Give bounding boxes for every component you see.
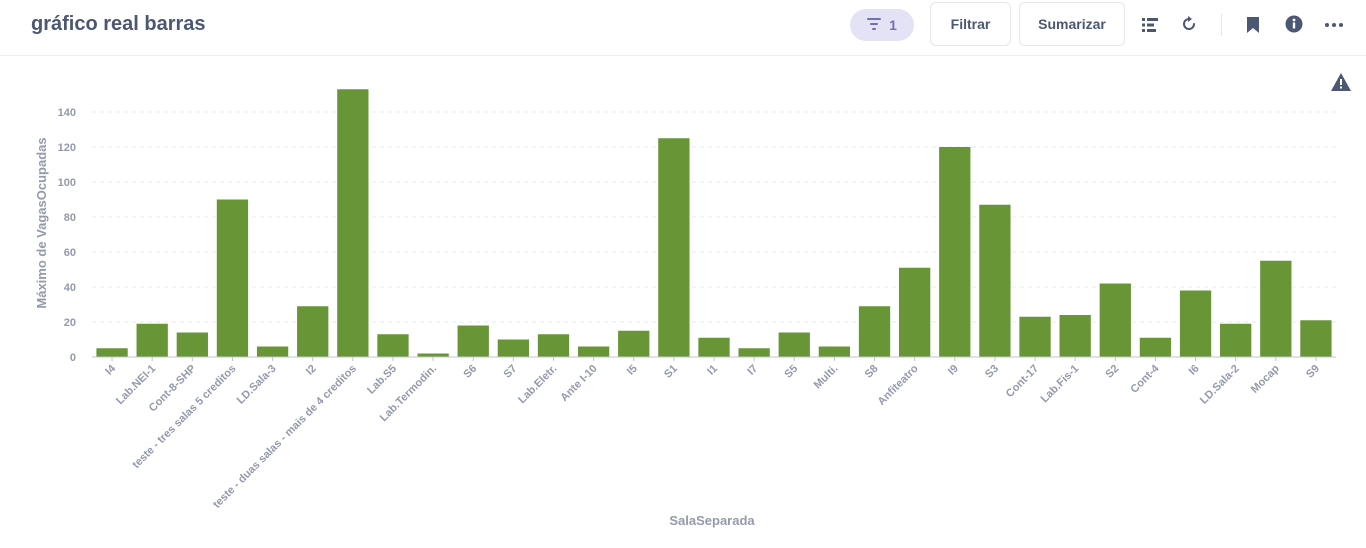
bar[interactable] (537, 334, 570, 357)
bar[interactable] (818, 346, 851, 358)
x-tick-label: I4 (103, 362, 119, 378)
toolbar-divider (1221, 14, 1222, 36)
x-tick-label: Multi. (812, 363, 841, 392)
bar[interactable] (1059, 315, 1091, 357)
bar[interactable] (778, 332, 810, 358)
x-tick-label: S3 (983, 363, 1001, 381)
x-tick-label: Cont-17 (1004, 363, 1041, 400)
x-tick-label: Anfiteatro (876, 362, 921, 407)
x-tick-label: I7 (745, 363, 760, 378)
bar[interactable] (337, 89, 369, 357)
bar[interactable] (216, 199, 249, 358)
bar[interactable] (1220, 323, 1252, 357)
x-tick-label: I5 (625, 363, 640, 378)
x-tick-label: LD.Sala-3 (235, 363, 279, 407)
bar[interactable] (256, 346, 289, 358)
x-tick-label: I2 (304, 363, 319, 378)
info-icon[interactable] (1284, 14, 1304, 34)
x-tick-label: Mocap (1249, 362, 1282, 395)
y-axis-label: Máximo de VagasOcupadas (34, 137, 49, 308)
bar[interactable] (738, 348, 770, 357)
bookmark-icon[interactable] (1243, 15, 1263, 35)
editor-icon[interactable] (1140, 15, 1160, 35)
y-tick-label: 80 (64, 212, 76, 224)
x-tick-label: I9 (946, 363, 961, 378)
y-tick-label: 60 (64, 247, 76, 259)
y-tick-label: 40 (64, 282, 76, 294)
x-tick-label: S8 (863, 363, 881, 381)
x-tick-label: Lab.Fis-1 (1039, 363, 1082, 406)
y-tick-label: 140 (58, 107, 76, 119)
bar[interactable] (1300, 320, 1332, 357)
x-tick-label: S9 (1304, 363, 1322, 381)
bar[interactable] (1019, 316, 1051, 357)
y-tick-label: 0 (70, 352, 76, 364)
refresh-icon[interactable] (1179, 14, 1199, 34)
filter-button[interactable]: Filtrar (930, 2, 1011, 46)
bar[interactable] (297, 306, 329, 357)
bar[interactable] (497, 339, 530, 358)
filter-count: 1 (889, 17, 897, 33)
bar[interactable] (577, 346, 610, 358)
x-tick-label: I6 (1187, 363, 1202, 378)
bar[interactable] (618, 330, 650, 357)
bar[interactable] (939, 147, 971, 357)
y-tick-label: 20 (64, 317, 76, 329)
x-tick-label: I1 (705, 363, 720, 378)
bar[interactable] (1099, 283, 1131, 358)
page-title: gráfico real barras (31, 13, 206, 35)
summarize-button[interactable]: Sumarizar (1019, 2, 1125, 46)
bar[interactable] (1139, 337, 1172, 357)
x-axis-label: SalaSeparada (669, 513, 755, 528)
x-tick-label: S2 (1103, 363, 1121, 381)
bar[interactable] (898, 267, 931, 357)
x-tick-label: Ante I-10 (558, 363, 599, 404)
bar[interactable] (858, 306, 891, 357)
bar[interactable] (1260, 260, 1292, 357)
x-tick-label: S6 (461, 363, 479, 381)
bar[interactable] (96, 348, 128, 357)
bar[interactable] (377, 334, 409, 357)
x-tick-label: teste - duas salas - mais de 4 creditos (211, 363, 359, 511)
bar[interactable] (698, 337, 730, 357)
x-tick-label: Lab.Eletr. (516, 363, 560, 407)
bar[interactable] (979, 204, 1011, 357)
bar[interactable] (658, 138, 690, 357)
y-tick-label: 120 (58, 142, 76, 154)
y-tick-label: 100 (58, 177, 76, 189)
x-tick-label: S1 (662, 363, 680, 381)
bar[interactable] (176, 332, 208, 358)
x-tick-label: LD.Sala-2 (1198, 363, 1242, 407)
x-tick-label: Lab.S5 (365, 363, 399, 397)
bar[interactable] (1179, 290, 1212, 358)
bar[interactable] (417, 353, 449, 358)
bar[interactable] (136, 323, 168, 357)
warning-icon[interactable] (1331, 73, 1351, 96)
x-tick-label: S5 (782, 363, 800, 381)
x-tick-label: Cont-4 (1128, 362, 1162, 396)
x-tick-label: S7 (501, 363, 519, 381)
more-icon[interactable] (1323, 15, 1345, 35)
filter-count-pill[interactable]: 1 (850, 9, 914, 41)
filter-icon (867, 17, 882, 33)
header-bar: gráfico real barras 1 Filtrar Sumarizar (0, 0, 1366, 56)
bar[interactable] (457, 325, 489, 358)
